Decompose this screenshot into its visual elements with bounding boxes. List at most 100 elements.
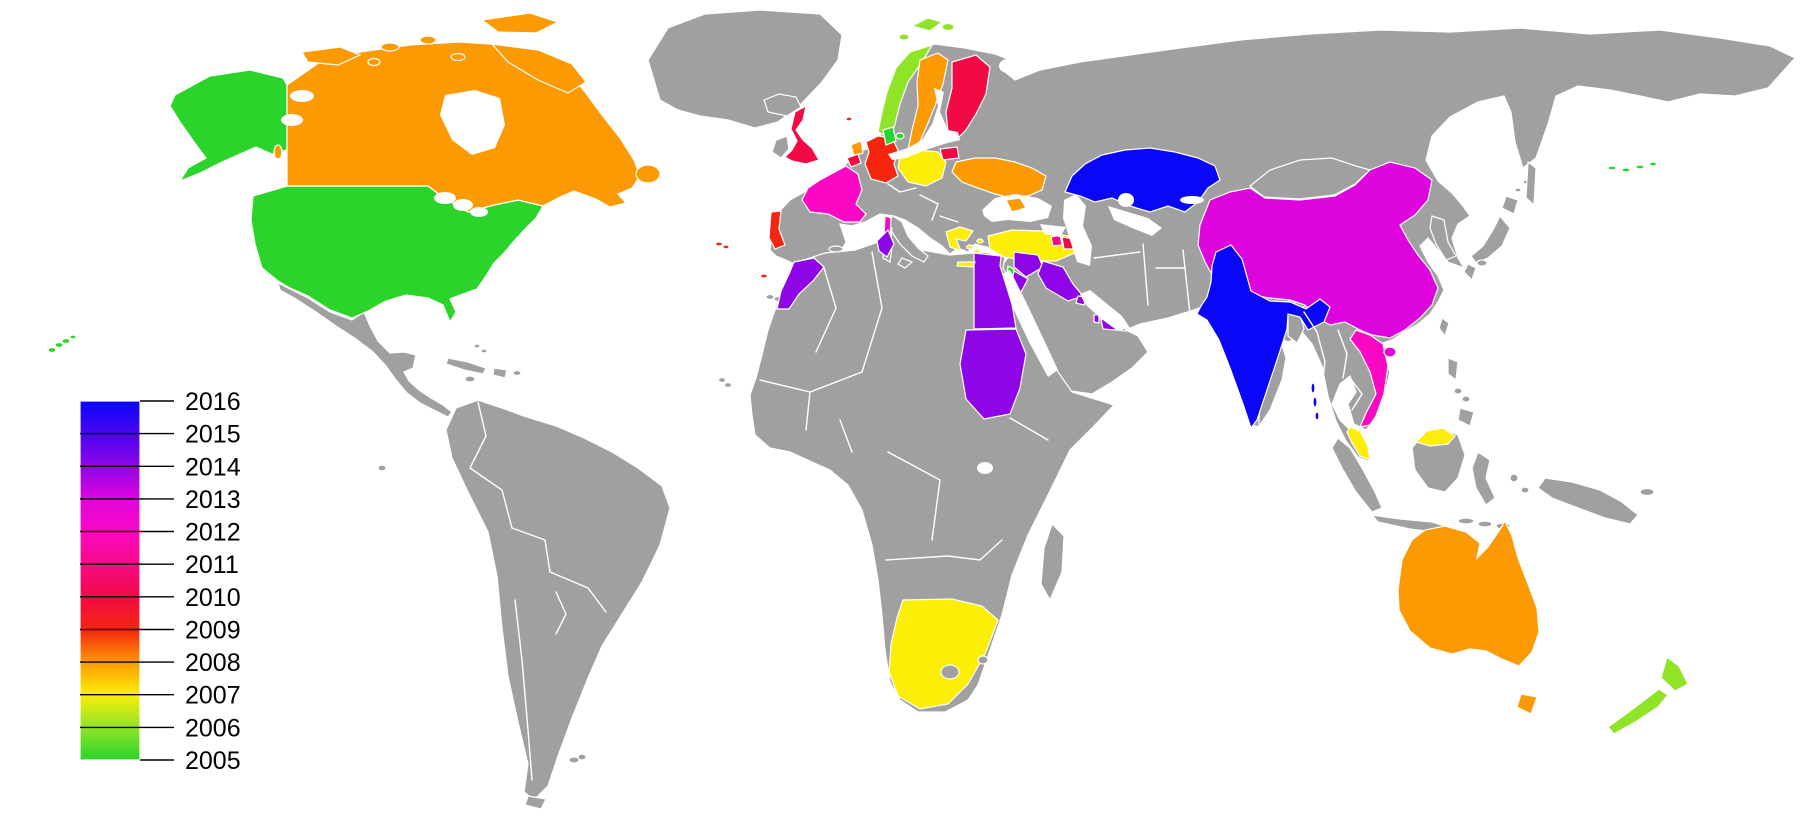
region-crimea <box>1005 197 1027 213</box>
island-arctic-3 <box>450 52 466 62</box>
countries-2013 <box>1197 161 1439 358</box>
country-malaysia-borneo <box>1414 427 1456 447</box>
sea-red <box>1002 270 1058 377</box>
country-lesotho <box>940 664 960 680</box>
country-australia <box>1397 519 1540 667</box>
legend-label-2006: 2006 <box>185 714 241 742</box>
white-countries <box>1040 206 1162 237</box>
lake-great-bear <box>290 90 314 102</box>
country-georgia-white <box>1040 224 1066 237</box>
island-faroe <box>845 116 853 122</box>
island-svalbard-1 <box>910 17 944 32</box>
island-shikoku-japan <box>1476 259 1488 267</box>
border-europe-3 <box>939 215 959 223</box>
island-lesser-sunda-2 <box>1477 520 1493 528</box>
island-bahamas-1 <box>473 343 481 349</box>
island-azores-2 <box>722 244 730 250</box>
island-falkland-1 <box>568 756 580 764</box>
country-tunisia <box>876 228 895 258</box>
country-usa-alaska <box>169 69 288 183</box>
country-syria <box>1013 251 1044 278</box>
border-asia-5 <box>1303 311 1326 393</box>
legend-gradient-bar <box>79 400 141 761</box>
seas-and-lakes <box>281 59 1204 474</box>
border-asia-7 <box>1349 377 1363 411</box>
island-andaman-1 <box>1310 382 1316 394</box>
country-greece <box>945 226 974 253</box>
island-visayas-1 <box>1453 387 1463 395</box>
country-china <box>1197 161 1439 339</box>
island-aleutians-3 <box>1635 164 1645 170</box>
island-aegean-2 <box>973 248 981 254</box>
island-bismarck <box>1639 487 1655 497</box>
island-sicily <box>897 257 914 269</box>
countries-2006 <box>877 17 1689 735</box>
country-netherlands <box>850 140 864 157</box>
greek-islands-overlay <box>956 238 984 268</box>
lesotho-overlay <box>940 655 989 680</box>
legend-label-2016: 2016 <box>185 388 241 416</box>
country-malaysia-peninsula <box>1346 426 1371 461</box>
crimea-overlay <box>1005 197 1027 213</box>
island-andaman-3 <box>1314 411 1320 421</box>
legend: 2016 2015 2014 2013 2012 2011 2010 2009 … <box>79 388 241 775</box>
countries-2010 <box>784 54 1079 250</box>
island-jamaica <box>464 375 476 383</box>
countries-2016 <box>1064 147 1331 430</box>
country-belgium <box>846 153 862 168</box>
border-europe-1 <box>887 183 917 193</box>
island-visayas-2 <box>1461 395 1471 403</box>
island-sumatra <box>1331 437 1383 513</box>
country-sweden <box>907 52 949 151</box>
country-iceland <box>763 93 802 117</box>
border-africa-4 <box>805 391 811 431</box>
island-cape-verde-2 <box>723 381 733 389</box>
island-vancouver <box>273 144 283 160</box>
border-asia-1 <box>1142 243 1149 306</box>
legend-label-2010: 2010 <box>185 584 241 612</box>
country-south-africa <box>888 598 999 710</box>
country-poland <box>897 149 947 187</box>
border-africa-8 <box>885 539 1003 561</box>
island-new-guinea <box>1537 477 1639 525</box>
internal-borders <box>469 183 1363 781</box>
island-tasmania <box>1516 693 1538 715</box>
island-hawaii-2 <box>54 341 64 349</box>
country-morocco <box>776 257 825 310</box>
country-uzbekistan-white <box>1108 206 1162 236</box>
country-denmark <box>882 126 897 146</box>
island-honshu-japan <box>1470 214 1511 264</box>
sea-persian-gulf <box>1080 290 1130 331</box>
island-crete <box>956 261 976 268</box>
island-puerto-rico <box>512 369 522 377</box>
legend-label-2015: 2015 <box>185 421 241 449</box>
island-cape-verde-1 <box>717 376 727 384</box>
island-hawaii-3 <box>61 337 71 345</box>
country-portugal <box>768 210 786 250</box>
legend-label-2008: 2008 <box>185 649 241 677</box>
country-india <box>1196 244 1331 430</box>
country-united-kingdom <box>784 104 820 165</box>
sea-baltic <box>888 88 960 160</box>
lake-superior <box>434 192 456 204</box>
country-lithuania <box>939 146 960 161</box>
island-victoria-canada <box>301 46 362 66</box>
border-asia-6 <box>1337 329 1348 379</box>
island-hawaii-1 <box>47 346 57 354</box>
border-africa-7 <box>887 451 941 541</box>
island-luzon-philippines <box>1447 357 1459 382</box>
country-south-america-base <box>445 399 671 801</box>
border-africa-2 <box>861 251 883 373</box>
island-hokkaido-japan <box>1501 195 1519 215</box>
island-taiwan <box>1438 317 1450 338</box>
country-sudan <box>959 328 1027 420</box>
lithuania-overlay <box>939 146 960 161</box>
island-moluccas-2 <box>1520 486 1530 494</box>
island-falkland-2 <box>577 753 587 761</box>
island-aleutians-1 <box>1607 165 1617 171</box>
border-europe-2 <box>919 194 939 221</box>
island-aegean-3 <box>976 238 984 244</box>
island-baffin-canada <box>490 43 587 94</box>
legend-label-2005: 2005 <box>185 747 241 775</box>
